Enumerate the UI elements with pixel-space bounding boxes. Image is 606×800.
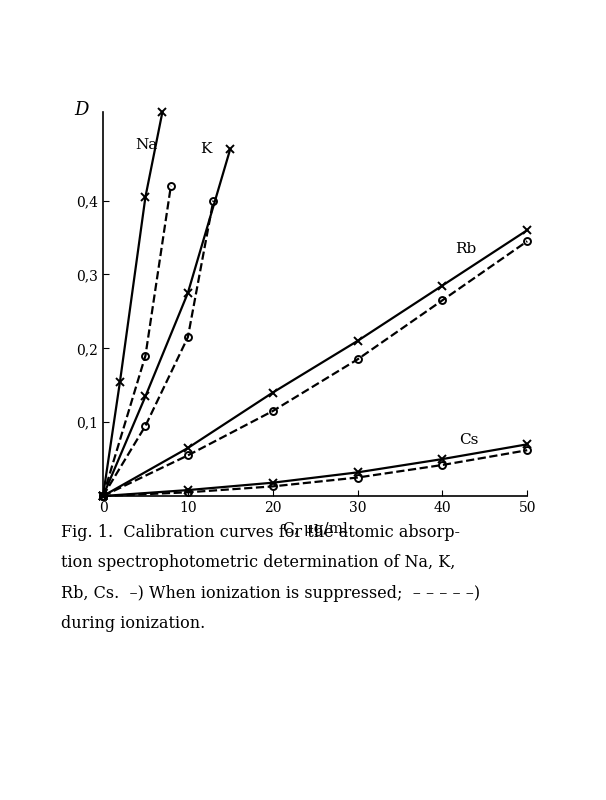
Text: Na: Na xyxy=(135,138,158,152)
Text: Rb: Rb xyxy=(455,242,476,256)
Text: Cs: Cs xyxy=(459,433,479,447)
Text: D: D xyxy=(75,102,89,119)
Text: tion spectrophotometric determination of Na, K,: tion spectrophotometric determination of… xyxy=(61,554,455,571)
Text: during ionization.: during ionization. xyxy=(61,615,205,632)
Text: K: K xyxy=(201,142,212,156)
X-axis label: C, μg/ml: C, μg/ml xyxy=(282,522,348,536)
Text: Rb, Cs.  –) When ionization is suppressed;  – – – – –): Rb, Cs. –) When ionization is suppressed… xyxy=(61,585,480,602)
Text: Fig. 1.  Calibration curves for the atomic absorp-: Fig. 1. Calibration curves for the atomi… xyxy=(61,524,459,541)
